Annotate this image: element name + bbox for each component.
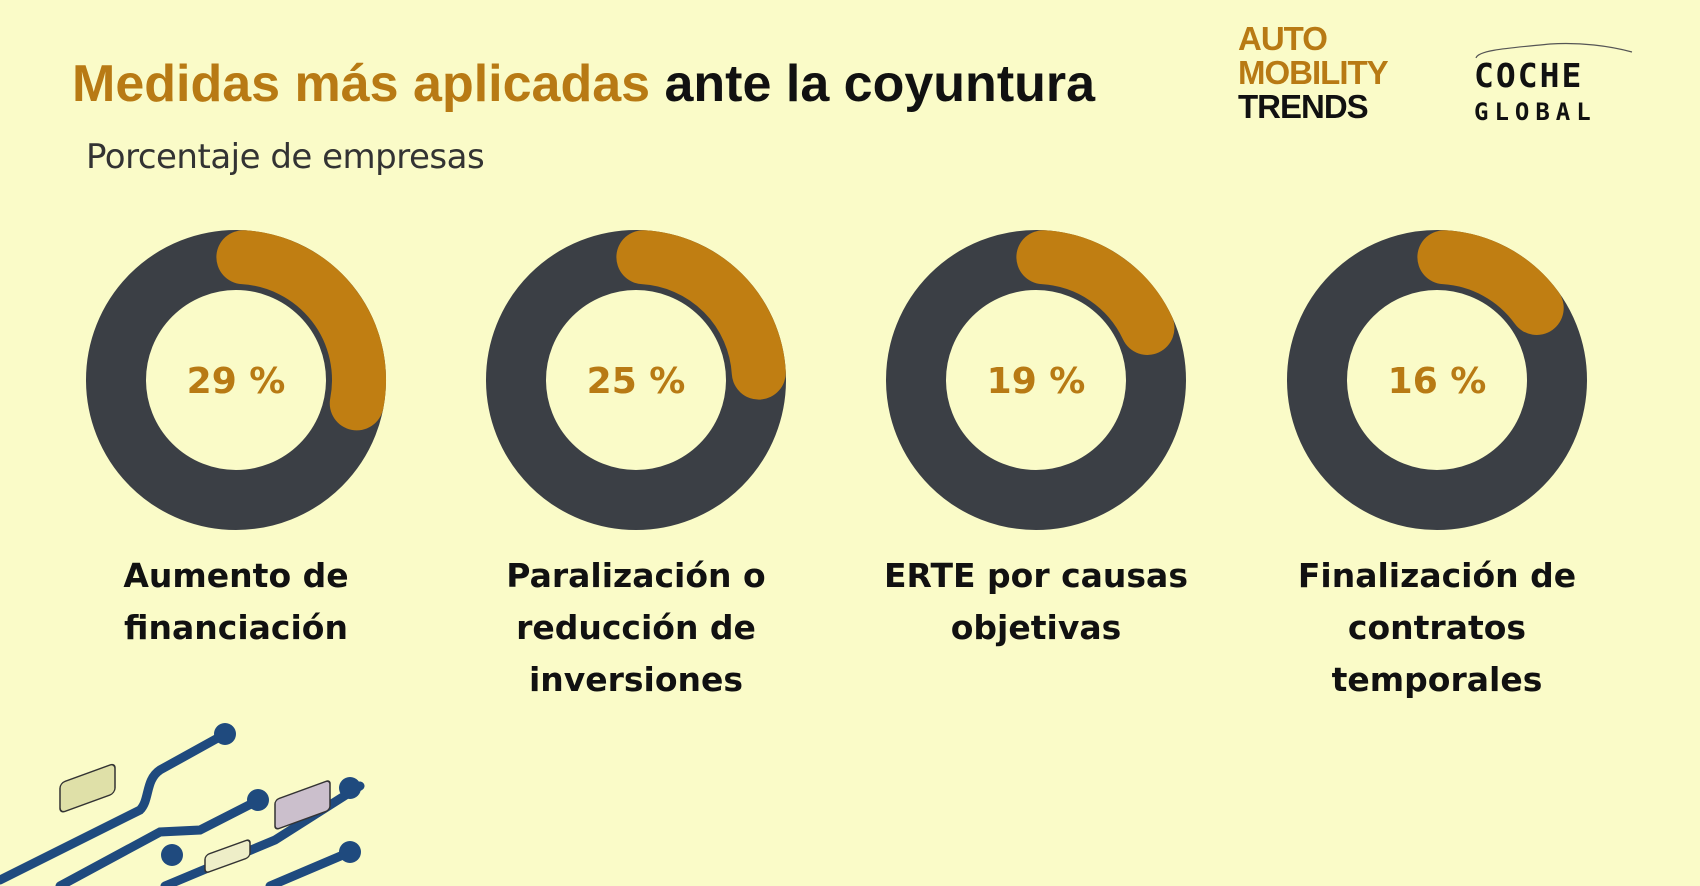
vehicle-icons [59, 763, 331, 873]
donut-value-arc [616, 230, 786, 400]
category-label-line: contratos [1347, 608, 1527, 647]
coche-global-logo: COCHE GLOBAL [1470, 40, 1660, 140]
donut-value-label: 25 % [587, 361, 686, 402]
donut-value-arc [1417, 230, 1564, 335]
donut-value-label: 16 % [1388, 361, 1487, 402]
category-label-line: financiación [124, 608, 348, 647]
page-subtitle: Porcentaje de empresas [86, 137, 485, 177]
donut-value-label: 19 % [987, 361, 1086, 402]
category-label-line: Aumento de [123, 556, 349, 595]
auto-mobility-trends-logo: AUTO MOBILITY TRENDS [1238, 20, 1389, 125]
page-title: Medidas más aplicadas ante la coyuntura [72, 55, 1096, 113]
category-label: Finalización de contratos temporales [1242, 550, 1632, 706]
category-label: ERTE por causas objetivas [841, 550, 1231, 654]
donut-value-label: 29 % [187, 361, 286, 402]
category-label-line: reducción de [516, 608, 756, 647]
donut-value-arc [216, 230, 386, 431]
category-label-line: objetivas [950, 608, 1122, 647]
category-label-line: Finalización de [1297, 556, 1577, 595]
category-label-line: temporales [1331, 660, 1543, 699]
category-label-line: ERTE por causas [884, 556, 1188, 595]
category-label-line: Paralización o [506, 556, 766, 595]
car-outline-icon [1475, 42, 1633, 59]
category-label-line: inversiones [528, 660, 744, 699]
donut-value-arc [1016, 230, 1175, 355]
road-illustration [0, 723, 365, 886]
category-label: Aumento de financiación [41, 550, 431, 654]
category-label: Paralización o reducción de inversiones [441, 550, 831, 706]
